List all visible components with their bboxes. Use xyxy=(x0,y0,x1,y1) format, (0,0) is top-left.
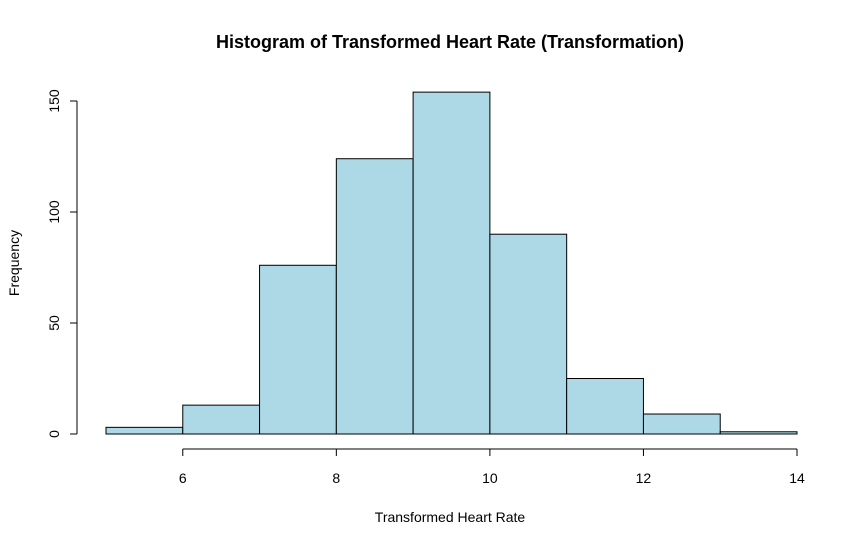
y-tick-label: 100 xyxy=(46,200,62,224)
histogram-bar xyxy=(642,413,721,435)
y-axis-label: Frequency xyxy=(6,230,22,296)
histogram-bar xyxy=(259,264,337,435)
y-tick-label: 150 xyxy=(46,89,62,113)
x-tick-label: 14 xyxy=(789,470,805,486)
histogram-bar xyxy=(489,233,568,435)
x-tick-label: 8 xyxy=(332,470,340,486)
chart-title: Histogram of Transformed Heart Rate (Tra… xyxy=(216,32,684,52)
histogram-bar xyxy=(335,158,414,435)
x-axis-label: Transformed Heart Rate xyxy=(375,509,526,525)
x-tick-label: 6 xyxy=(179,470,187,486)
x-tick-label: 10 xyxy=(482,470,498,486)
histogram-bar xyxy=(105,426,184,435)
bars-group xyxy=(105,91,798,435)
histogram-bar xyxy=(412,91,491,435)
y-tick-label: 50 xyxy=(46,315,62,331)
y-axis: 0 50 100 150 xyxy=(46,89,78,438)
histogram-bar xyxy=(182,404,261,435)
x-tick-label: 12 xyxy=(636,470,652,486)
histogram-bar xyxy=(719,431,798,435)
y-tick-label: 0 xyxy=(46,430,62,438)
x-axis: 6 8 10 12 14 xyxy=(179,448,805,486)
histogram-bar xyxy=(566,378,644,435)
